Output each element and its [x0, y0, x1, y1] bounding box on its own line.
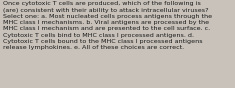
Text: Once cytotoxic T cells are produced, which of the following is
(are) consistent : Once cytotoxic T cells are produced, whi… [3, 1, 212, 50]
